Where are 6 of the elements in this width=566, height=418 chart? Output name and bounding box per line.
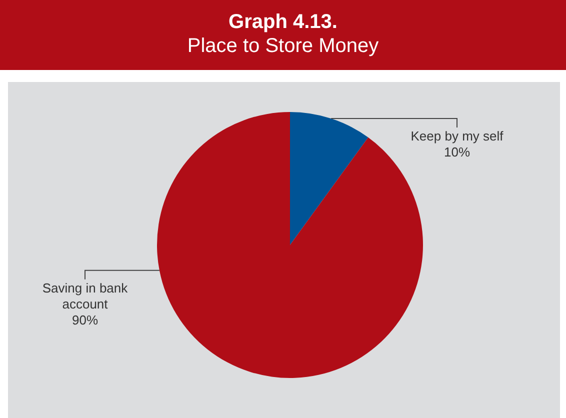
slice-label: Keep by my self (410, 128, 504, 144)
data-label: 10% (444, 144, 470, 160)
chart-subtitle: Place to Store Money (186, 34, 380, 58)
slice-label: Saving in bank account (42, 280, 128, 312)
data-label: 90% (72, 312, 98, 328)
chart-title: Graph 4.13. (228, 10, 338, 34)
